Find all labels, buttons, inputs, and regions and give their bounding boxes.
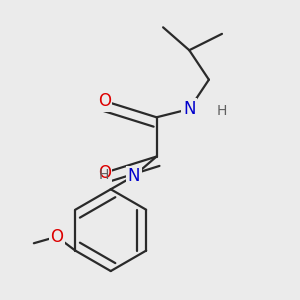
Text: O: O: [98, 92, 111, 110]
Text: H: H: [99, 167, 109, 182]
Text: N: N: [128, 167, 140, 185]
Text: O: O: [50, 228, 63, 246]
Text: N: N: [183, 100, 196, 118]
Text: H: H: [217, 104, 227, 118]
Text: O: O: [98, 164, 111, 182]
